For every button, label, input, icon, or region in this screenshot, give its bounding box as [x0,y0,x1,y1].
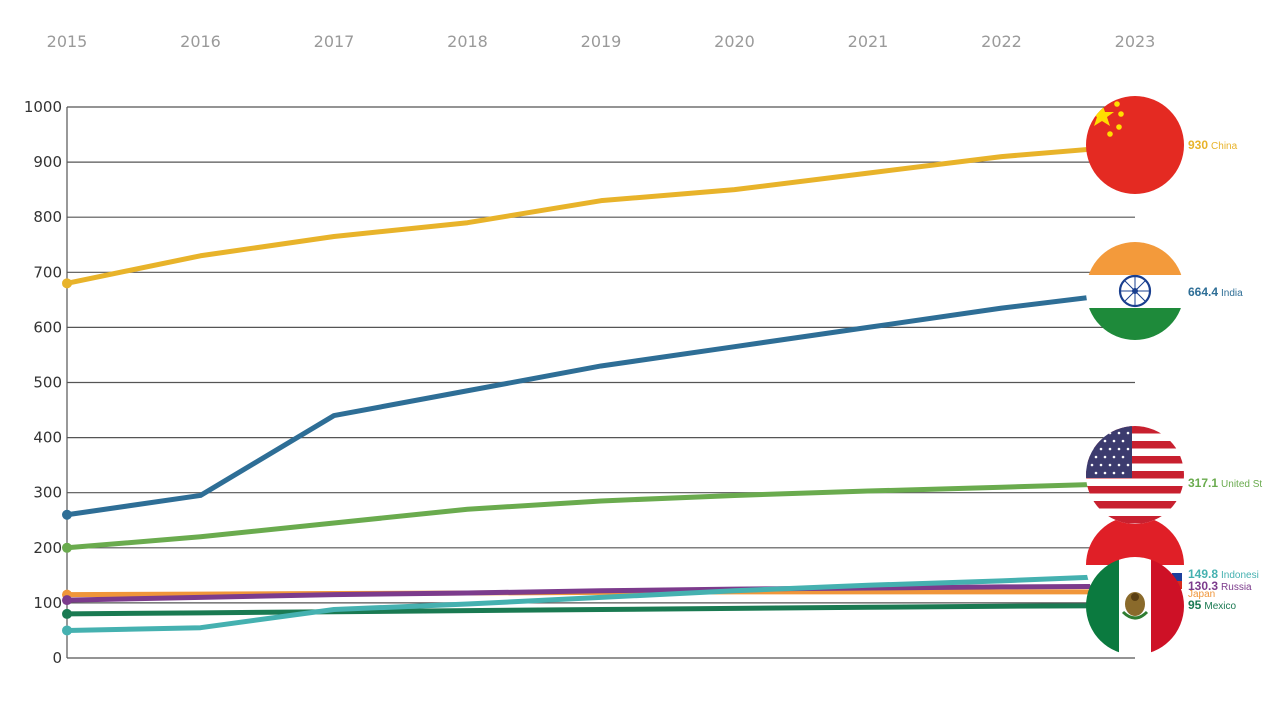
series-end-value-number: 930 [1188,138,1208,152]
axes [66,107,1135,659]
mexico-flag-icon [1086,557,1184,655]
series-end-name: Mexico [1204,601,1236,612]
series-end-value-number: 317.1 [1188,476,1218,490]
series-end-value-number: 664.4 [1188,285,1218,299]
year-tick-label: 2020 [714,32,755,51]
year-tick-label: 2019 [581,32,622,51]
y-tick-label: 500 [33,374,62,392]
gridlines [67,106,1135,604]
y-axis-ticks: 0 100 200 300 400 500 600 700 800 900 1000 [24,98,62,667]
series-end-value-number: 95 [1188,598,1202,612]
series-start-point [62,542,72,553]
y-tick-label: 800 [33,208,62,226]
year-tick-label: 2018 [447,32,488,51]
series-end-name: Indonesi [1221,570,1259,581]
series-end-name: India [1221,288,1243,299]
year-tick-label: 2016 [180,32,221,51]
year-tick-label: 2021 [848,32,889,51]
y-tick-label: 400 [33,429,62,447]
series-start-point [62,509,72,520]
series-start-point [62,608,72,619]
year-tick-label: 2017 [314,32,355,51]
series-line-russia [64,583,1138,603]
series-end-value: 930 China [1188,138,1238,152]
year-tick-label: 2023 [1115,32,1156,51]
series-start-point [62,625,72,636]
china-flag-icon [1086,96,1184,194]
series-line-united-st [64,480,1138,551]
series-start-point [62,278,72,289]
series-end-name: Japan [1188,589,1215,600]
y-tick-label: 1000 [24,98,62,116]
flags [1086,96,1184,655]
series-end-value-number: 130.3 [1188,579,1218,593]
y-tick-label: 300 [33,484,62,502]
series-end-value: 664.4 India [1188,285,1243,299]
usa-flag-icon [1086,426,1184,524]
y-tick-label: 900 [33,153,62,171]
series-line-mexico [64,603,1138,617]
series-line-india [64,289,1138,518]
year-tick-label: 2015 [47,32,88,51]
y-tick-label: 100 [33,594,62,612]
series-end-name: Russia [1221,582,1252,593]
series-end-value: 95 Mexico [1188,598,1236,612]
series-line-china [64,143,1138,286]
y-tick-label: 0 [52,649,62,667]
y-tick-label: 200 [33,539,62,557]
series-lines [62,143,1138,636]
series-end-value-number: 149.8 [1188,567,1218,581]
series-start-point [62,595,72,606]
series-line-indonesi [64,572,1138,633]
year-tick-label: 2022 [981,32,1022,51]
series-end-value: 317.1 United St [1188,476,1262,490]
series-end-name: China [1211,141,1238,152]
series-end-value: 149.8 Indonesi [1188,567,1259,581]
series-end-value: 130.3 Russia [1188,579,1252,593]
series-end-name: United St [1221,479,1262,490]
india-flag-icon [1086,242,1184,340]
y-tick-label: 600 [33,318,62,336]
year-ticks: 2015 2016 2017 2018 2019 2020 2021 2022 2023 [47,32,1156,51]
y-tick-label: 700 [33,263,62,281]
